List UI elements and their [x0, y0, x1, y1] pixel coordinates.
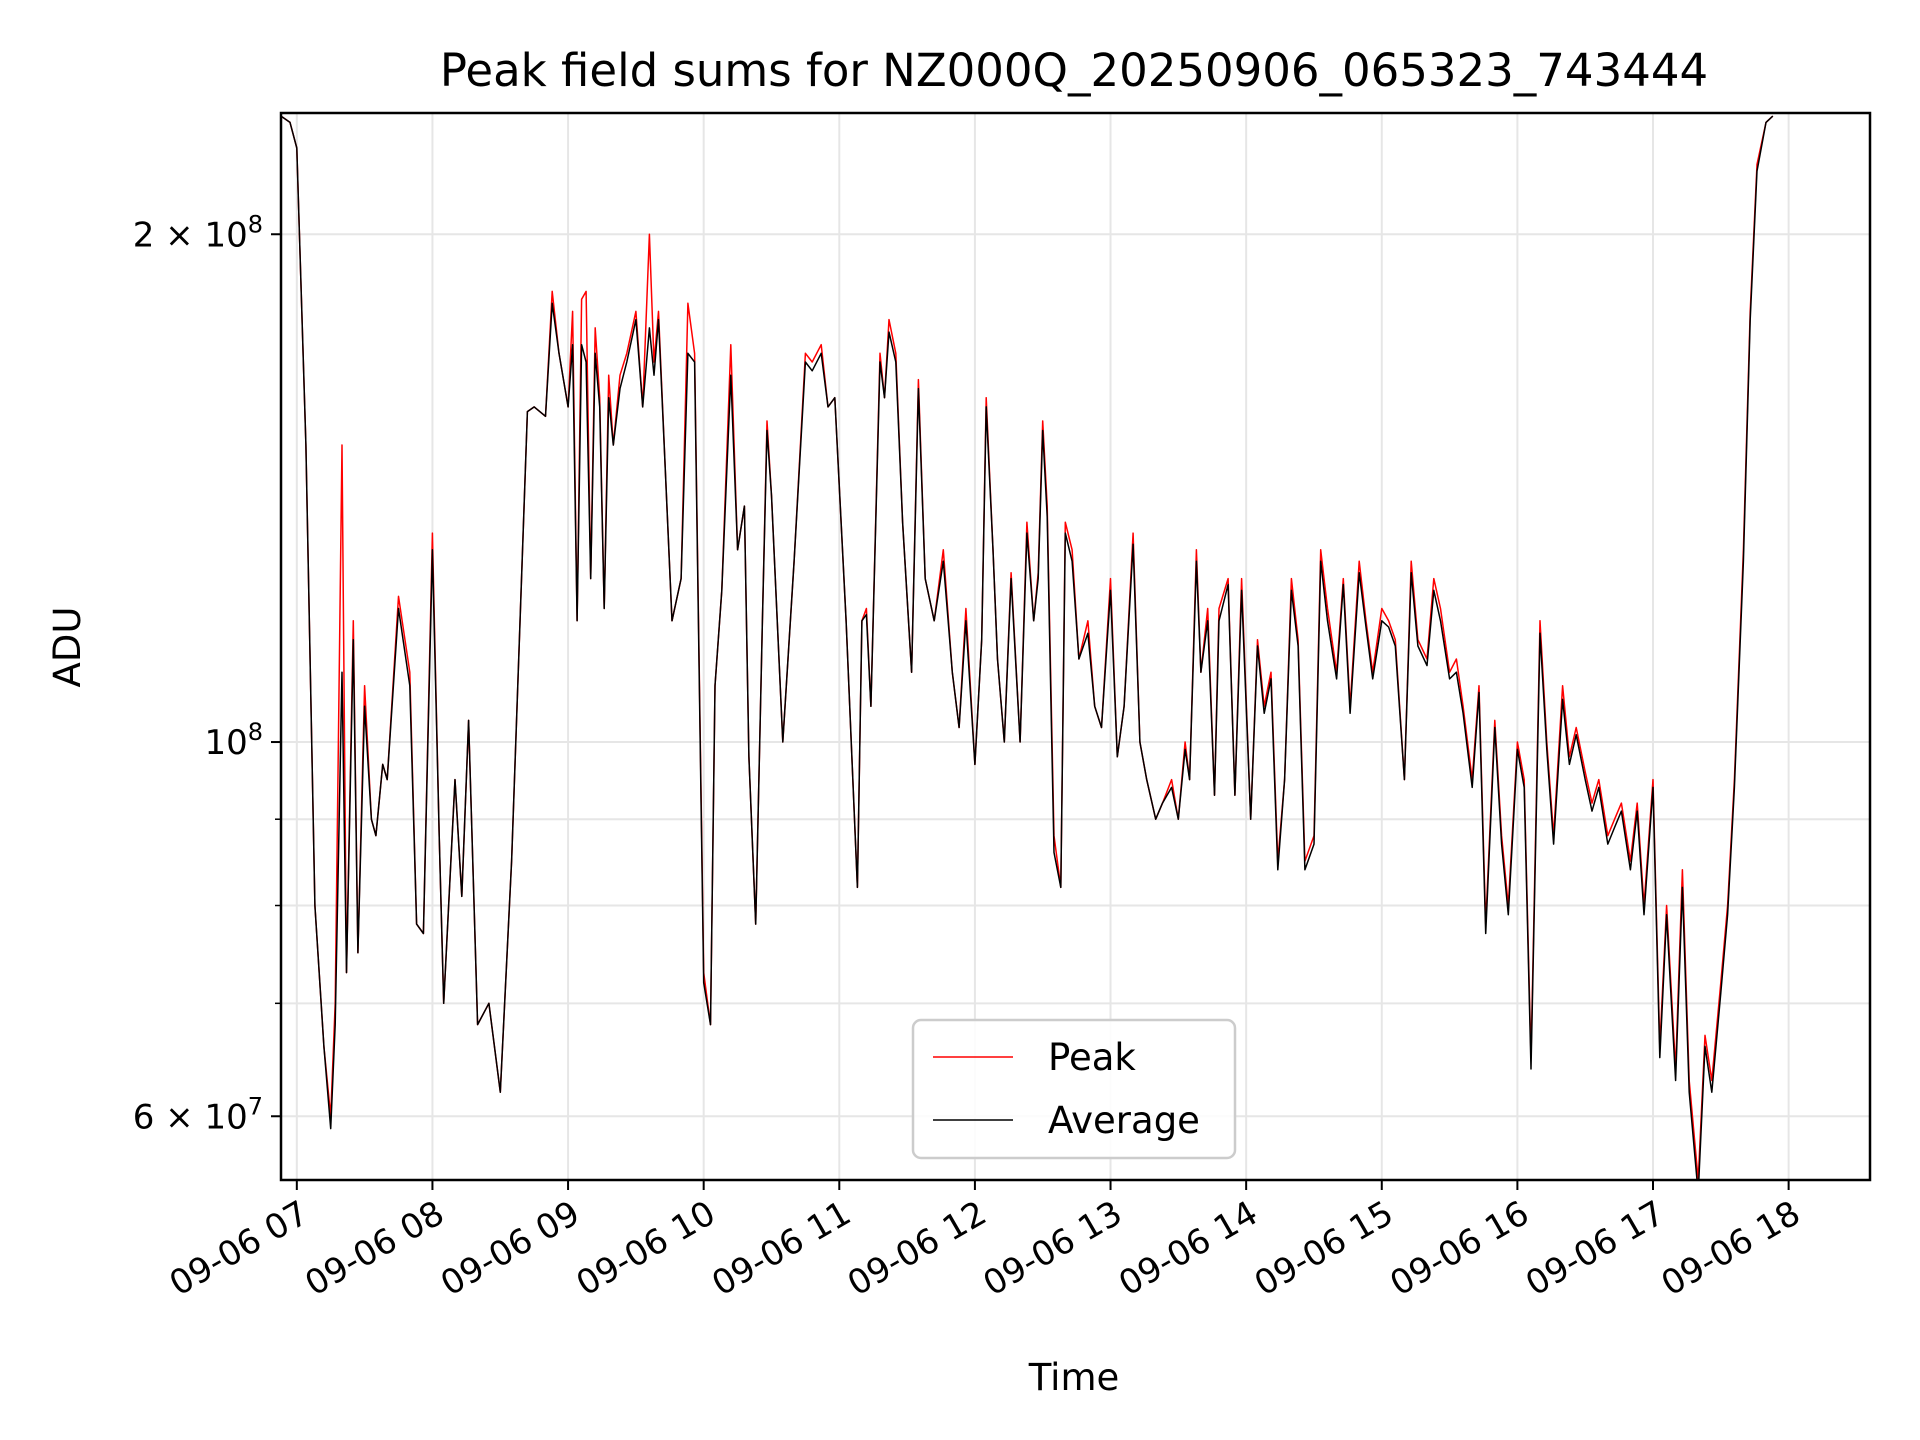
y-tick-label: 6 × 107	[133, 1092, 263, 1137]
legend: Peak Average	[911, 1018, 1237, 1160]
series-layer	[281, 115, 1774, 1180]
x-axis-label: Time	[1028, 1356, 1120, 1399]
legend-box	[911, 1018, 1237, 1160]
legend-peak-label: Peak	[1048, 1036, 1136, 1079]
legend-average-label: Average	[1048, 1099, 1200, 1142]
grid	[281, 113, 1870, 1180]
plot-frame	[279, 111, 1872, 1182]
y-tick-label: 2 × 108	[133, 210, 263, 255]
series-line-average	[281, 115, 1774, 1180]
y-axis: 6 × 107 108 2 × 108	[133, 210, 281, 1137]
chart-title: Peak field sums for NZ000Q_20250906_0653…	[440, 44, 1708, 97]
y-tick-label: 108	[204, 718, 263, 763]
y-axis-label: ADU	[46, 607, 89, 688]
